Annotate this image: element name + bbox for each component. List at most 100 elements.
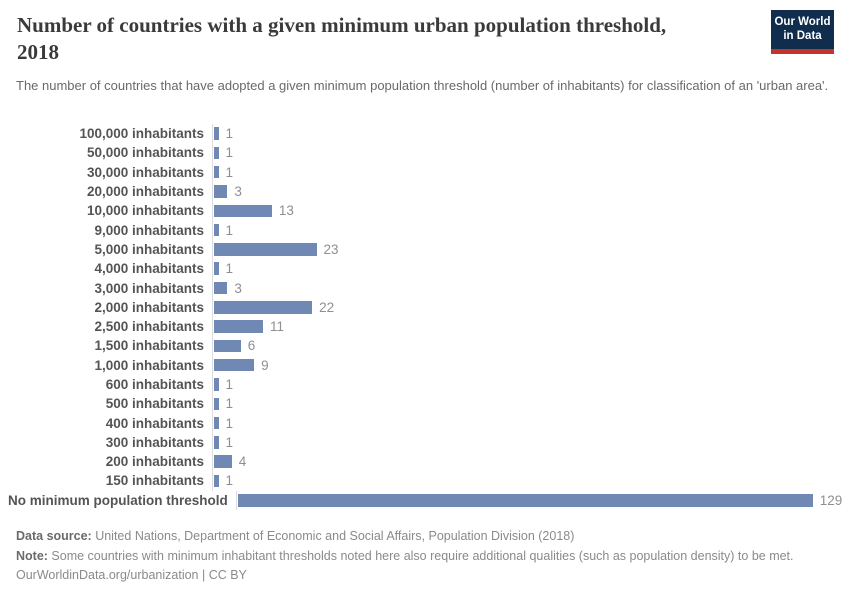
bar[interactable]	[214, 146, 219, 160]
category-label: 200 inhabitants	[105, 454, 204, 470]
bar[interactable]	[214, 436, 219, 449]
value-label: 22	[319, 299, 335, 315]
bar[interactable]	[214, 185, 228, 198]
value-label: 23	[323, 241, 339, 257]
bar-row: 500 inhabitants 1	[8, 394, 844, 414]
bar-area: 3	[212, 278, 844, 298]
bar[interactable]	[214, 455, 232, 468]
bar-row: 4,000 inhabitants 1	[8, 259, 844, 279]
bar-area: 3	[212, 181, 844, 202]
value-label: 11	[270, 319, 285, 335]
category-label: 100,000 inhabitants	[79, 126, 204, 142]
bar[interactable]	[237, 494, 813, 507]
bar-area: 9	[212, 355, 844, 375]
bar-area: 23	[212, 239, 844, 260]
category-label: 30,000 inhabitants	[86, 164, 204, 180]
bar[interactable]	[214, 320, 263, 333]
bar-area: 1	[212, 432, 844, 453]
bar-row: 2,000 inhabitants 22	[8, 297, 844, 317]
category-label: 4,000 inhabitants	[94, 261, 204, 277]
value-label: 1	[225, 145, 234, 161]
note-label: Note:	[16, 548, 48, 563]
bar-row: 100,000 inhabitants 1	[8, 124, 844, 144]
category-label: 400 inhabitants	[105, 415, 204, 431]
category-label: 1,000 inhabitants	[94, 357, 204, 373]
license-line: OurWorldinData.org/urbanization | CC BY	[16, 568, 247, 582]
data-source-text: United Nations, Department of Economic a…	[91, 529, 575, 543]
category-label: 10,000 inhabitants	[86, 203, 204, 219]
value-label: 1	[225, 415, 234, 431]
bar-row: 5,000 inhabitants 23	[8, 239, 844, 260]
category-label: 600 inhabitants	[105, 377, 204, 392]
value-label: 1	[225, 473, 234, 489]
bar[interactable]	[214, 281, 228, 295]
category-label: 50,000 inhabitants	[86, 145, 204, 161]
category-label: 1,500 inhabitants	[94, 338, 204, 354]
bar-row: 2,500 inhabitants 11	[8, 316, 844, 337]
value-label: 3	[234, 280, 242, 296]
bar[interactable]	[214, 378, 219, 391]
category-label: No minimum population threshold	[8, 492, 228, 508]
bar[interactable]	[214, 301, 313, 314]
bar[interactable]	[214, 127, 219, 140]
bar-area: 1	[212, 413, 844, 433]
value-label: 1	[225, 396, 234, 412]
footer: Data source: United Nations, Department …	[16, 527, 836, 586]
bar[interactable]	[214, 474, 219, 488]
bar-row: 9,000 inhabitants 1	[8, 220, 844, 240]
bar-row: 1,500 inhabitants 6	[8, 336, 844, 356]
bar-area: 129	[235, 490, 844, 510]
note-text: Some countries with minimum inhabitant t…	[47, 548, 794, 563]
bar-area: 22	[212, 297, 844, 317]
category-label: 20,000 inhabitants	[86, 184, 204, 200]
category-label: 5,000 inhabitants	[94, 241, 204, 257]
bar-area: 1	[212, 220, 844, 240]
category-label: 3,000 inhabitants	[94, 280, 204, 296]
page-title: Number of countries with a given minimum…	[17, 13, 667, 64]
category-label: 150 inhabitants	[105, 473, 204, 489]
bar[interactable]	[214, 358, 255, 372]
value-label: 1	[225, 164, 234, 180]
owid-logo-line2: in Data	[783, 29, 822, 42]
bar[interactable]	[214, 243, 317, 256]
bar[interactable]	[214, 204, 272, 218]
bar-area: 6	[212, 336, 844, 356]
category-label: 300 inhabitants	[105, 434, 204, 450]
bar-area: 1	[212, 259, 844, 279]
bar-area: 1	[212, 374, 844, 395]
category-label: 2,500 inhabitants	[94, 319, 204, 335]
bar-row: No minimum population threshold 129	[8, 490, 844, 510]
value-label: 4	[238, 454, 247, 470]
data-source-label: Data source:	[16, 529, 92, 543]
bar[interactable]	[214, 339, 241, 353]
data-source-line: Data source: United Nations, Department …	[16, 527, 836, 547]
category-label: 9,000 inhabitants	[94, 222, 204, 238]
bar[interactable]	[214, 397, 219, 411]
bar-row: 600 inhabitants 1	[8, 374, 844, 395]
value-label: 129	[819, 492, 843, 508]
owid-logo[interactable]: Our World in Data	[771, 10, 834, 54]
value-label: 6	[247, 338, 256, 354]
bar-area: 1	[212, 394, 844, 414]
value-label: 1	[225, 261, 234, 277]
category-label: 500 inhabitants	[105, 396, 204, 412]
bar[interactable]	[214, 262, 219, 275]
bar-row: 1,000 inhabitants 9	[8, 355, 844, 375]
bar-row: 10,000 inhabitants 13	[8, 201, 844, 221]
bar-row: 200 inhabitants 4	[8, 452, 844, 472]
bar-row: 400 inhabitants 1	[8, 413, 844, 433]
bar-area: 1	[212, 162, 844, 182]
note-line: Note: Some countries with minimum inhabi…	[16, 547, 836, 567]
bar[interactable]	[214, 223, 219, 237]
bar-area: 1	[212, 471, 844, 491]
bar-area: 11	[212, 316, 844, 337]
bar[interactable]	[214, 416, 219, 430]
value-label: 3	[234, 184, 242, 200]
value-label: 1	[225, 434, 234, 450]
bar-area: 4	[212, 452, 844, 472]
value-label: 9	[261, 357, 269, 373]
value-label: 1	[225, 222, 234, 238]
bar-area: 1	[212, 143, 844, 163]
bar[interactable]	[214, 165, 219, 179]
